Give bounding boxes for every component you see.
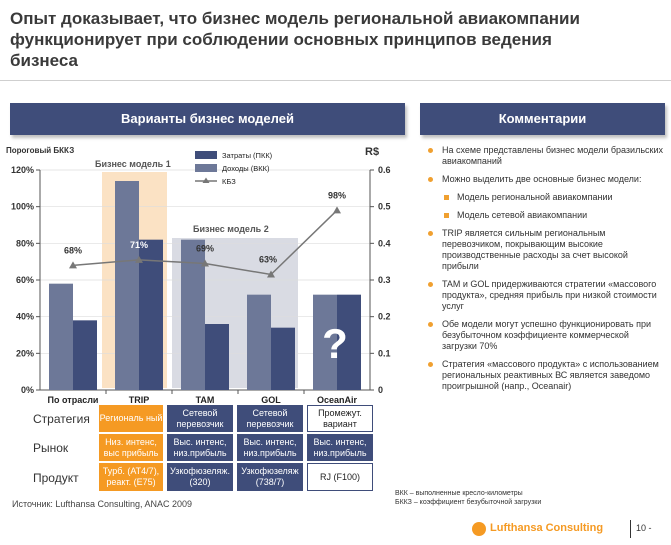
left-axis-label: Пороговый БККЗ bbox=[6, 146, 74, 155]
comments-header: Комментарии bbox=[420, 103, 665, 135]
comment-2b: Модель сетевой авиакомпании bbox=[425, 210, 665, 221]
legend-label-lf: КБЗ bbox=[222, 177, 236, 186]
bar-revenue bbox=[73, 320, 97, 390]
lf-label: 98% bbox=[328, 190, 346, 200]
row-label-strategy: Стратегия bbox=[33, 412, 90, 426]
comment-3: TRIP является сильным региональным перев… bbox=[425, 228, 665, 272]
cell-strategy-trip: Региональ ный bbox=[99, 405, 163, 432]
row-label-market: Рынок bbox=[33, 441, 69, 455]
category-label: TAM bbox=[196, 395, 215, 405]
legend-label-cost: Затраты (ПКК) bbox=[222, 151, 273, 160]
cell-market-tam: Выс. интенс, низ.прибыль bbox=[167, 434, 233, 461]
category-label: OceanAir bbox=[317, 395, 358, 405]
lf-label: 63% bbox=[259, 255, 277, 265]
row-label-product: Продукт bbox=[33, 471, 79, 485]
comment-2a: Модель региональной авиакомпании bbox=[425, 192, 665, 203]
cell-market-oceanair: Выс. интенс, низ.прибыль bbox=[307, 434, 373, 461]
lf-label: 71% bbox=[130, 240, 148, 250]
bar-cost bbox=[181, 239, 205, 390]
cell-product-tam: Узкофюзеляж. (320) bbox=[167, 463, 233, 491]
left-tick-label: 0% bbox=[21, 385, 34, 395]
right-tick-label: 0.2 bbox=[378, 312, 391, 322]
right-axis-label: R$ bbox=[365, 146, 379, 158]
comments-list: На схеме представлены бизнес модели браз… bbox=[425, 145, 665, 399]
category-label: GOL bbox=[261, 395, 281, 405]
cell-product-trip: Турб. (AT4/7), реакт. (E75) bbox=[99, 463, 163, 491]
legend: Затраты (ПКК) Доходы (ВКК) КБЗ bbox=[195, 151, 273, 186]
left-tick-label: 80% bbox=[16, 238, 34, 248]
left-tick-label: 120% bbox=[11, 165, 34, 175]
legend-swatch-cost bbox=[195, 151, 217, 159]
lufthansa-logo-icon bbox=[472, 522, 486, 536]
legend-marker-lf bbox=[202, 177, 210, 183]
bar-revenue bbox=[337, 294, 361, 390]
category-label: По отрасли bbox=[48, 395, 99, 405]
cell-market-trip: Низ. интенс, выс прибыль bbox=[99, 434, 163, 461]
left-tick-label: 60% bbox=[16, 275, 34, 285]
bar-revenue bbox=[139, 239, 163, 390]
right-tick-label: 0.4 bbox=[378, 238, 391, 248]
left-tick-label: 40% bbox=[16, 312, 34, 322]
page-title: Опыт доказывает, что бизнес модель регио… bbox=[10, 9, 580, 70]
lf-marker bbox=[135, 255, 143, 263]
cell-product-oceanair: RJ (F100) bbox=[307, 463, 373, 491]
brand-name: Lufthansa Consulting bbox=[490, 522, 604, 534]
comment-6: Стратегия «массового продукта» с использ… bbox=[425, 359, 665, 392]
comment-2: Можно выделить две основные бизнес модел… bbox=[425, 174, 665, 185]
left-tick-label: 100% bbox=[11, 202, 34, 212]
business-model-chart: 0% 20% 40% 60% 80% 100% 120% 0 0.1 0.2 0.3 0.4 0.5 0… bbox=[6, 146, 391, 405]
legend-swatch-revenue bbox=[195, 164, 217, 172]
cell-strategy-oceanair: Промежут. вариант bbox=[307, 405, 373, 432]
cell-strategy-gol: Сетевой перевозчик bbox=[237, 405, 303, 432]
right-tick-label: 0.1 bbox=[378, 348, 391, 358]
right-tick-label: 0 bbox=[378, 385, 383, 395]
business-model-1-label: Бизнес модель 1 bbox=[95, 159, 171, 169]
comment-5: Обе модели могут успешно функционировать… bbox=[425, 319, 665, 352]
bar-cost bbox=[49, 283, 73, 390]
bar-cost bbox=[115, 181, 139, 390]
lf-marker bbox=[69, 261, 77, 269]
bar-revenue bbox=[205, 324, 229, 390]
cell-strategy-tam: Сетевой перевозчик bbox=[167, 405, 233, 432]
business-models-header: Варианты бизнес моделей bbox=[10, 103, 405, 135]
comment-1: На схеме представлены бизнес модели браз… bbox=[425, 145, 665, 167]
lf-marker bbox=[201, 259, 209, 267]
title-divider bbox=[0, 80, 671, 81]
lf-label: 68% bbox=[64, 245, 82, 255]
source-note: Источник: Lufthansa Consulting, ANAC 200… bbox=[12, 499, 193, 509]
footnote-bkkz: БККЗ – коэффициент безубыточной загрузки bbox=[395, 499, 542, 506]
left-tick-label: 20% bbox=[16, 348, 34, 358]
right-tick-label: 0.3 bbox=[378, 275, 391, 285]
right-tick-label: 0.5 bbox=[378, 202, 391, 212]
lf-marker bbox=[267, 270, 275, 278]
business-model-2-label: Бизнес модель 2 bbox=[193, 224, 269, 234]
bar-cost bbox=[313, 294, 337, 390]
category-label: TRIP bbox=[129, 395, 150, 405]
legend-label-revenue: Доходы (ВКК) bbox=[222, 164, 270, 173]
cell-product-gol: Узкофюзеляж (738/7) bbox=[237, 463, 303, 491]
page-number-divider bbox=[630, 520, 631, 538]
lf-label: 69% bbox=[196, 244, 214, 254]
page-number: 10 - bbox=[636, 523, 652, 533]
footnote-vkk: ВКК – выполненные кресло-километры bbox=[395, 490, 523, 497]
question-mark: ? bbox=[322, 320, 348, 367]
bar-revenue bbox=[271, 327, 295, 390]
cell-market-gol: Выс. интенс, низ.прибыль bbox=[237, 434, 303, 461]
lf-marker bbox=[333, 206, 341, 214]
comment-4: TAM и GOL придерживаются стратегии «масс… bbox=[425, 279, 665, 312]
right-tick-label: 0.6 bbox=[378, 165, 391, 175]
bar-cost bbox=[247, 294, 271, 390]
